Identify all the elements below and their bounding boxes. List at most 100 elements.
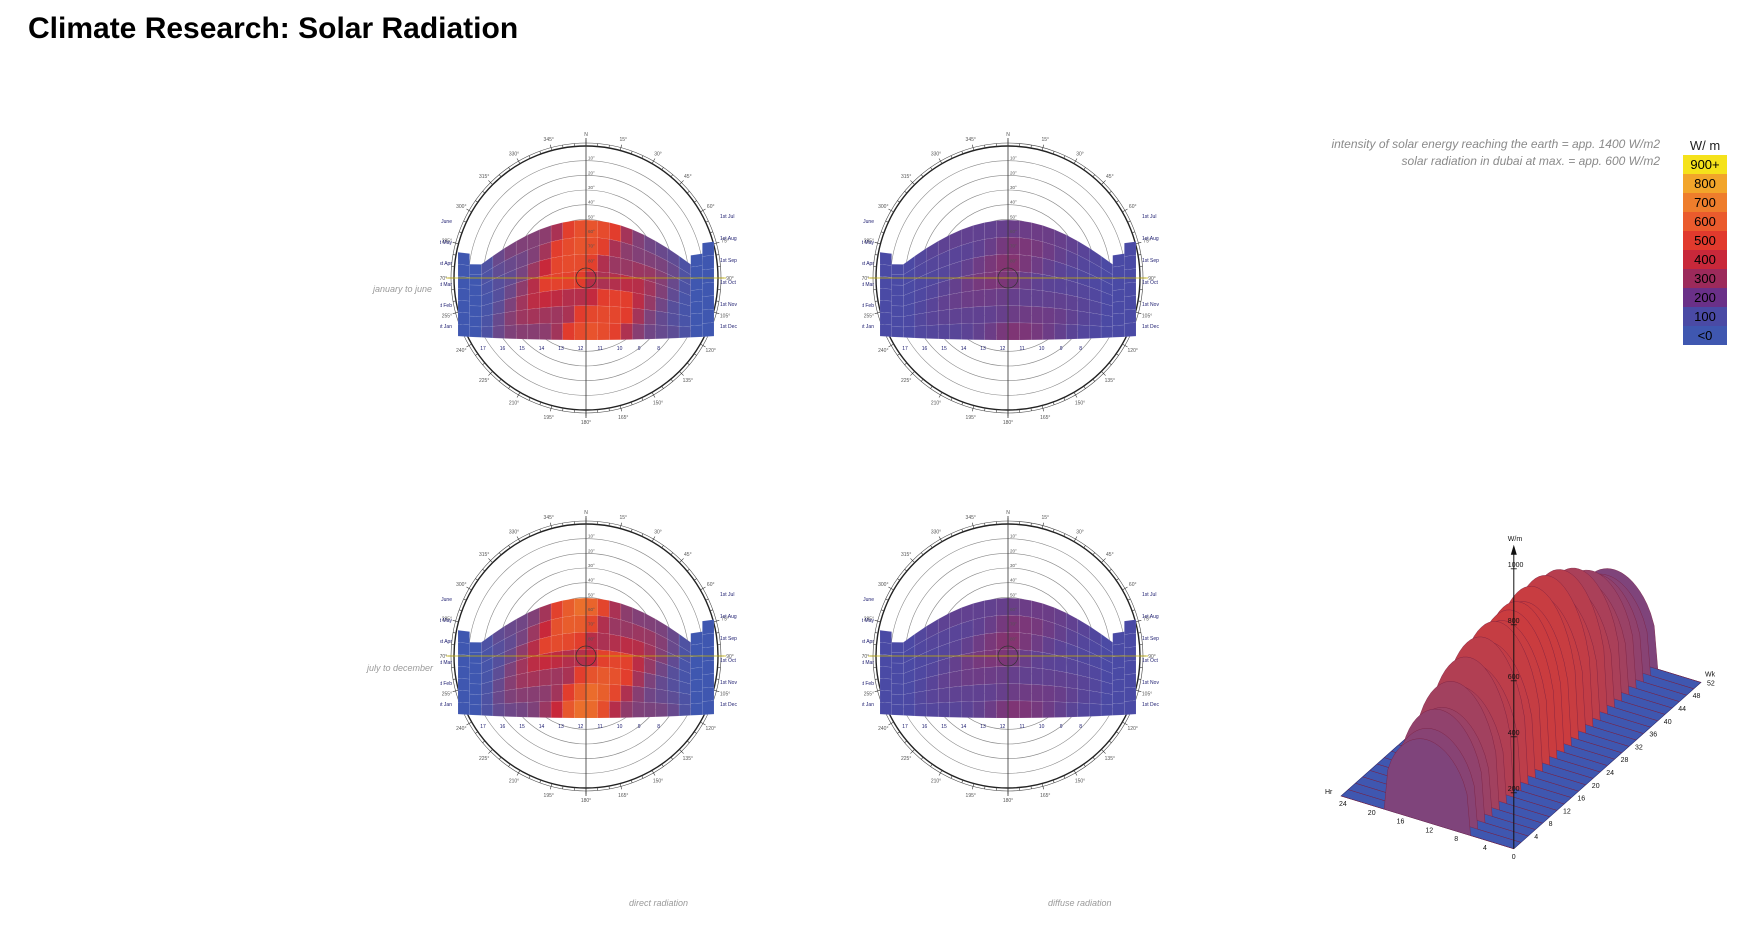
compass-label: 150° <box>1075 779 1085 785</box>
azimuth-tick <box>608 785 610 790</box>
azimuth-tick <box>475 200 479 203</box>
radiation-cell <box>597 322 610 341</box>
legend-swatch: 900+ <box>1683 155 1727 174</box>
radiation-cell <box>1100 314 1113 328</box>
radiation-cell <box>1031 272 1044 291</box>
radiation-cell <box>644 309 656 326</box>
radiation-cell <box>1124 281 1137 297</box>
azimuth-tick <box>950 533 953 537</box>
compass-label: 45° <box>684 174 692 180</box>
azimuth-tick <box>686 568 690 572</box>
hour-label: 9 <box>1060 346 1063 352</box>
radiation-cell <box>1124 241 1137 257</box>
azimuth-tick <box>516 770 521 776</box>
radiation-cell <box>1124 295 1137 311</box>
radiation-cell <box>972 617 985 637</box>
radiation-cell <box>1042 241 1055 262</box>
week-tick-label: 32 <box>1635 744 1643 751</box>
radiation-cell <box>550 667 563 686</box>
azimuth-tick <box>1135 311 1142 315</box>
azimuth-tick <box>874 619 881 623</box>
azimuth-tick <box>1115 731 1119 734</box>
azimuth-tick <box>874 678 879 680</box>
radiation-cell <box>690 631 703 646</box>
radiation-cell <box>879 324 892 337</box>
azimuth-tick <box>608 144 610 149</box>
radiation-cell <box>914 703 927 717</box>
azimuth-tick <box>910 180 915 185</box>
month-label: 1st Oct <box>1142 280 1158 286</box>
radiation-cell <box>972 222 985 242</box>
radiation-cell <box>644 294 656 312</box>
radiation-cell <box>1042 257 1055 277</box>
azimuth-tick <box>686 190 690 194</box>
radiation-cell <box>620 241 633 262</box>
compass-label: 105° <box>1142 691 1152 697</box>
radiation-cell <box>620 274 633 293</box>
azimuth-tick <box>961 529 964 533</box>
azimuth-tick <box>1083 763 1086 767</box>
azimuth-tick <box>910 371 915 376</box>
azimuth-tick <box>1092 174 1096 178</box>
hour-tick-label: 24 <box>1339 801 1347 808</box>
week-tick-label: 16 <box>1577 796 1585 803</box>
azimuth-tick <box>971 405 975 412</box>
radiation-cell <box>1112 301 1125 315</box>
radiation-cell <box>1042 701 1055 718</box>
radiation-cell <box>457 324 470 337</box>
radiation-cell <box>972 322 985 341</box>
month-label: 1st Dec <box>1142 702 1159 708</box>
azimuth-tick <box>693 578 697 581</box>
hour-label: 17 <box>902 724 908 730</box>
radiation-cell <box>620 701 633 718</box>
radiation-cell <box>1112 631 1125 646</box>
azimuth-tick <box>463 598 467 601</box>
azimuth-tick <box>713 241 720 245</box>
compass-label: 105° <box>720 691 730 697</box>
azimuth-tick <box>1041 144 1045 151</box>
month-label: 1st Oct <box>1142 658 1158 664</box>
col-label-direct: direct radiation <box>629 898 689 908</box>
radiation-cell <box>996 666 1009 685</box>
radiation-cell <box>481 326 494 339</box>
azimuth-tick <box>459 609 463 612</box>
azimuth-tick <box>904 740 908 744</box>
compass-label: 240° <box>878 348 888 354</box>
radiation-cell <box>1124 673 1137 689</box>
radiation-cell <box>1100 704 1113 717</box>
week-tick-label: 52 <box>1707 680 1715 687</box>
hour-label: 13 <box>980 346 986 352</box>
hour-label: 11 <box>597 346 602 352</box>
radiation-cell <box>574 322 587 341</box>
azimuth-tick <box>619 783 623 790</box>
radiation-cell <box>1112 277 1125 291</box>
radiation-cell <box>469 264 482 275</box>
radiation-cell <box>1019 649 1032 668</box>
radiation-cell <box>562 649 575 668</box>
radiation-cell <box>1089 325 1102 339</box>
compass-label: 165° <box>1040 793 1050 799</box>
compass-label: 345° <box>966 137 976 143</box>
azimuth-tick <box>1052 401 1055 405</box>
radiation-cell <box>1089 312 1102 327</box>
radiation-cell <box>574 305 587 324</box>
radiation-cell <box>984 632 997 651</box>
radiation-cell <box>879 702 892 715</box>
compass-label: 75° <box>1143 239 1151 245</box>
radiation-cell <box>1124 632 1137 649</box>
compass-label: 105° <box>720 313 730 319</box>
compass-label: 195° <box>544 415 554 421</box>
radiation-cell <box>597 220 610 240</box>
radiation-cell <box>1054 292 1067 310</box>
sunpath-direct-jul-dec: N 15° 30° 45° 60° 75° 90° 105° 120° 135° 150° 165° 1… <box>440 510 737 804</box>
radiation-cell <box>1112 324 1125 338</box>
radiation-cell <box>504 310 517 326</box>
compass-label: 135° <box>1105 756 1115 762</box>
azimuth-tick <box>1052 151 1055 155</box>
radiation-cell <box>574 254 587 272</box>
hour-label: 15 <box>519 724 525 730</box>
azimuth-tick <box>693 353 697 356</box>
altitude-label: 20° <box>588 548 595 553</box>
radiation-cell <box>891 662 904 674</box>
month-label: 1st Apr <box>440 639 452 645</box>
